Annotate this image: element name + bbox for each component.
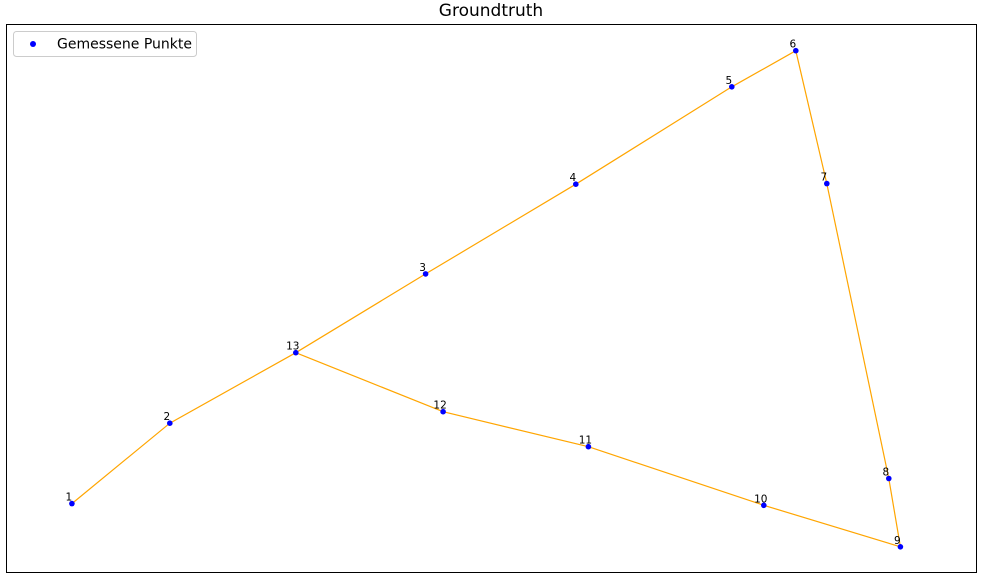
data-point (422, 271, 429, 277)
point-label: 11 (579, 435, 592, 447)
data-point (793, 47, 799, 54)
data-point (886, 475, 892, 482)
data-point (897, 544, 904, 550)
point-label: 9 (894, 535, 901, 547)
point-label: 4 (569, 172, 576, 184)
point-label: 7 (820, 172, 827, 184)
data-point (573, 181, 579, 187)
points-layer (69, 47, 904, 550)
legend-label: Gemessene Punkte (57, 37, 192, 53)
point-label: 6 (789, 39, 796, 51)
data-point (440, 408, 446, 415)
legend: Gemessene Punkte (13, 31, 197, 57)
point-label: 13 (286, 341, 299, 353)
point-label: 10 (754, 493, 767, 505)
point-label: 3 (419, 262, 426, 274)
point-label: 5 (725, 75, 732, 87)
point-label: 2 (163, 411, 170, 423)
chart-title: Groundtruth (439, 1, 543, 21)
point-label: 1 (66, 492, 73, 504)
data-point (167, 420, 173, 427)
data-point (824, 180, 830, 187)
data-point (729, 84, 735, 90)
point-label: 12 (433, 400, 446, 412)
legend-marker (30, 41, 36, 47)
plot-frame (6, 24, 977, 573)
path-line (71, 49, 902, 548)
legend-box (13, 31, 197, 57)
data-point (293, 349, 299, 356)
path-layer (71, 49, 902, 548)
point-label: 8 (882, 467, 889, 479)
data-point (585, 443, 592, 450)
data-point (69, 500, 75, 507)
data-point (761, 502, 767, 509)
